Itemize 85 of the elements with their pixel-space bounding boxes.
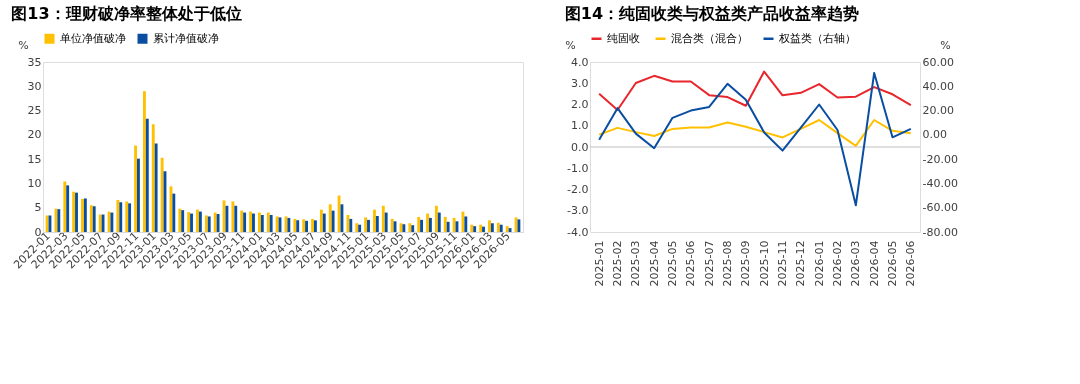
bar (160, 157, 164, 232)
bar (328, 204, 332, 232)
bar (384, 212, 388, 232)
bar (145, 118, 149, 232)
x-tick-label: 2025-03 (629, 240, 643, 287)
bar (142, 91, 146, 232)
line-series (598, 70, 912, 112)
x-tick-label: 2025-06 (684, 240, 698, 287)
bar (151, 124, 155, 232)
bar (443, 216, 447, 232)
bar (464, 216, 468, 232)
bar (63, 181, 67, 232)
y2-tick-label: -60.00 (922, 201, 958, 215)
chart-title: 图14：纯固收类与权益类产品收益率趋势 (564, 4, 860, 23)
x-tick-label: 2026-02 (831, 240, 844, 287)
x-tick-label: 2026-01 (812, 240, 826, 287)
y-axis-title: % (565, 38, 576, 52)
y-tick-label: 4.0 (571, 55, 589, 69)
y2-axis-title: % (940, 38, 951, 52)
bar (231, 201, 235, 232)
legend-label: 权益类（右轴） (778, 31, 856, 45)
y-tick-label: 25 (27, 104, 42, 118)
bar (134, 145, 138, 232)
x-tick-label: 2026-04 (867, 240, 881, 287)
y2-tick-label: 60.00 (922, 55, 954, 69)
y-tick-label: -2.0 (567, 183, 589, 196)
x-tick-label: 2025-01 (592, 240, 606, 287)
y-tick-label: 35 (27, 55, 42, 69)
bar (66, 185, 70, 232)
y2-tick-label: 0.00 (922, 128, 947, 142)
y-tick-label: -3.0 (567, 204, 589, 218)
y-tick-label: 20 (27, 128, 42, 142)
bar (319, 209, 323, 232)
bar (373, 209, 376, 232)
bar (225, 205, 229, 232)
bar (154, 143, 158, 232)
bar (375, 215, 379, 232)
x-tick-label: 2025-02 (611, 240, 624, 287)
y-tick-label: 30 (27, 79, 42, 93)
y-tick-label: 2.0 (571, 98, 589, 111)
y2-tick-label: 20.00 (922, 104, 954, 118)
y-axis-title: % (18, 38, 29, 52)
bar (381, 205, 385, 232)
y-tick-label: 1.0 (571, 119, 589, 133)
y2-tick-label: 40.00 (922, 79, 954, 93)
x-tick-label: 2025-05 (666, 240, 679, 287)
y-tick-label: 5 (34, 201, 42, 215)
bar (434, 205, 438, 232)
y-tick-label: -4.0 (567, 225, 589, 239)
y-tick-label: 10 (27, 176, 42, 190)
bar (426, 213, 429, 232)
y-tick-label: -1.0 (567, 161, 589, 175)
chart-title: 图13：理财破净率整体处于低位 (11, 4, 242, 23)
legend-label: 混合类（混合） (671, 31, 748, 45)
line-series (598, 119, 912, 147)
bar (337, 195, 341, 232)
x-tick-label: 2025-08 (721, 240, 734, 287)
x-tick-label: 2025-04 (647, 240, 661, 287)
x-tick-label: 2026-05 (886, 240, 899, 287)
bar (437, 212, 441, 232)
y2-tick-label: -80.00 (922, 225, 958, 239)
legend-label: 纯固收 (607, 31, 640, 45)
bar (331, 210, 335, 232)
x-tick-label: 2025-11 (776, 240, 789, 287)
y2-tick-label: -40.00 (922, 176, 958, 190)
y-tick-label: 15 (27, 152, 42, 166)
bar (234, 205, 238, 232)
bar (137, 158, 140, 232)
legend-label: 单位净值破净 (60, 31, 126, 45)
x-tick-label: 2025-07 (702, 240, 716, 287)
bar (322, 213, 326, 232)
x-tick-label: 2025-09 (739, 240, 753, 287)
bar (452, 217, 456, 232)
x-tick-label: 2025-10 (757, 240, 771, 287)
y-tick-label: 0.0 (571, 140, 589, 154)
x-tick-label: 2026-03 (849, 240, 863, 287)
line-series (598, 71, 912, 207)
bar (428, 217, 432, 232)
bar (446, 221, 450, 232)
y2-tick-label: -20.00 (922, 152, 958, 166)
y-tick-label: 3.0 (571, 76, 589, 90)
legend-label: 累计净值破净 (153, 31, 219, 45)
x-tick-label: 2026-06 (904, 240, 918, 287)
bar (172, 193, 176, 232)
x-tick-label: 2025-12 (794, 240, 808, 287)
